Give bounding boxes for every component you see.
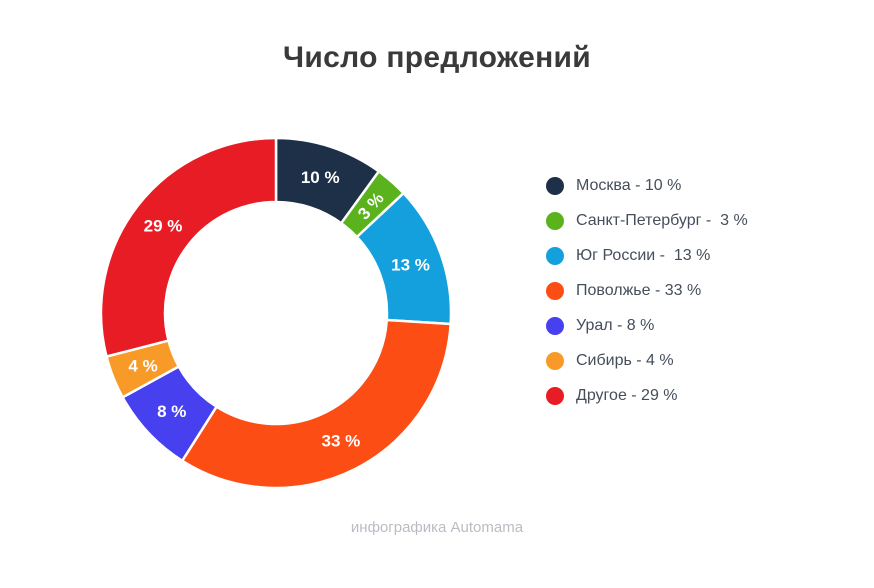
legend-color-dot [546,317,564,335]
legend-item-label: Москва - 10 % [576,177,682,194]
legend-color-dot [546,212,564,230]
legend-item[interactable]: Урал - 8 % [546,317,748,335]
legend-item[interactable]: Юг России - 13 % [546,247,748,265]
donut-slice[interactable] [180,318,452,490]
legend-item[interactable]: Другое - 29 % [546,387,748,405]
legend-item-label: Урал - 8 % [576,317,655,334]
legend-color-dot [546,387,564,405]
credit-text: инфографика Automama [350,519,524,536]
legend-color-dot [546,247,564,265]
legend-item-label: Юг России - 13 % [576,247,711,264]
legend-item-label: Другое - 29 % [576,387,678,404]
donut-slice[interactable] [99,136,278,358]
chart-legend: Москва - 10 % Санкт-Петербург - 3 % Юг Рос… [546,177,748,405]
legend-item-label: Сибирь - 4 % [576,352,674,369]
chart-title: Число предложений [283,41,591,74]
legend-item[interactable]: Сибирь - 4 % [546,352,748,370]
legend-color-dot [546,282,564,300]
legend-item[interactable]: Поволжье - 33 % [546,282,748,300]
legend-color-dot [546,352,564,370]
legend-item[interactable]: Санкт-Петербург - 3 % [546,212,748,230]
legend-item-label: Поволжье - 33 % [576,282,702,299]
legend-color-dot [546,177,564,195]
legend-item[interactable]: Москва - 10 % [546,177,748,195]
legend-item-label: Санкт-Петербург - 3 % [576,212,748,229]
